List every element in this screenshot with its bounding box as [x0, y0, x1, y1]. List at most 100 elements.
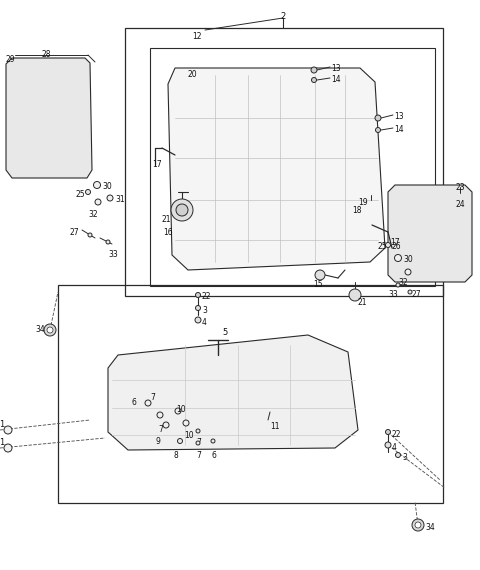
- Circle shape: [405, 269, 411, 275]
- Text: 4: 4: [392, 443, 397, 452]
- Text: 6: 6: [211, 451, 216, 460]
- Circle shape: [311, 67, 317, 73]
- Circle shape: [385, 430, 391, 434]
- Text: 14: 14: [331, 75, 341, 84]
- Bar: [363, 200, 379, 232]
- Text: 21: 21: [162, 215, 171, 224]
- Circle shape: [88, 233, 92, 237]
- Bar: [26, 95, 41, 107]
- Text: 2: 2: [280, 12, 286, 21]
- Text: 29: 29: [5, 55, 14, 64]
- Circle shape: [145, 400, 151, 406]
- Bar: [185, 74, 199, 86]
- Circle shape: [408, 290, 412, 294]
- Circle shape: [415, 522, 421, 528]
- Circle shape: [385, 442, 391, 448]
- Circle shape: [44, 324, 56, 336]
- Circle shape: [183, 420, 189, 426]
- Text: 10: 10: [184, 431, 193, 440]
- Circle shape: [195, 317, 201, 323]
- Text: 19: 19: [359, 198, 368, 207]
- Circle shape: [395, 254, 401, 262]
- Text: 32: 32: [88, 210, 97, 219]
- Text: 16: 16: [163, 228, 173, 237]
- Circle shape: [4, 426, 12, 434]
- Text: 26: 26: [392, 242, 402, 251]
- Text: 33: 33: [108, 250, 118, 259]
- Circle shape: [163, 422, 169, 428]
- Text: 23: 23: [455, 183, 465, 192]
- Circle shape: [211, 439, 215, 443]
- Polygon shape: [388, 185, 472, 282]
- Circle shape: [396, 283, 400, 287]
- Circle shape: [95, 199, 101, 205]
- Text: 7: 7: [196, 451, 201, 460]
- Text: 10: 10: [176, 405, 186, 414]
- Polygon shape: [168, 68, 385, 270]
- Text: 9: 9: [156, 437, 161, 446]
- Circle shape: [178, 438, 182, 443]
- Text: 4: 4: [202, 318, 207, 327]
- Text: 34: 34: [35, 325, 45, 334]
- Circle shape: [175, 408, 181, 414]
- Polygon shape: [108, 335, 358, 450]
- Text: 7: 7: [158, 425, 163, 434]
- Circle shape: [196, 429, 200, 433]
- Text: 1: 1: [0, 420, 5, 429]
- Text: 3: 3: [202, 306, 207, 315]
- Text: 30: 30: [102, 182, 112, 191]
- Text: 1: 1: [0, 438, 5, 447]
- Bar: [22, 90, 60, 118]
- Circle shape: [85, 189, 91, 194]
- Text: 27: 27: [412, 290, 421, 299]
- Text: 25: 25: [75, 190, 84, 199]
- Circle shape: [94, 181, 100, 189]
- Text: 3: 3: [402, 453, 407, 462]
- Circle shape: [176, 204, 188, 216]
- Text: 17: 17: [390, 238, 400, 247]
- Bar: [26, 112, 54, 120]
- Bar: [58, 285, 443, 503]
- Polygon shape: [6, 58, 92, 178]
- Circle shape: [375, 128, 381, 132]
- Text: 6: 6: [131, 398, 136, 407]
- Text: 33: 33: [388, 290, 398, 299]
- Text: 12: 12: [192, 32, 202, 41]
- Circle shape: [171, 199, 193, 221]
- Text: 11: 11: [270, 422, 279, 431]
- Bar: [402, 210, 440, 238]
- Text: 22: 22: [392, 430, 401, 439]
- Bar: [350, 208, 368, 228]
- Circle shape: [195, 306, 201, 311]
- Text: 21: 21: [358, 298, 368, 307]
- Text: 17: 17: [152, 160, 162, 169]
- Circle shape: [107, 195, 113, 201]
- Bar: [150, 48, 435, 286]
- Text: 14: 14: [394, 125, 404, 134]
- Bar: [183, 72, 201, 100]
- Text: 15: 15: [313, 280, 323, 289]
- Bar: [406, 214, 421, 226]
- Text: 24: 24: [455, 200, 465, 209]
- Text: 27: 27: [70, 228, 80, 237]
- Text: 7: 7: [196, 438, 201, 447]
- Circle shape: [412, 519, 424, 531]
- Circle shape: [396, 453, 400, 458]
- Text: 31: 31: [115, 195, 125, 204]
- Circle shape: [196, 441, 200, 445]
- Circle shape: [349, 289, 361, 301]
- Bar: [353, 212, 361, 220]
- Text: 30: 30: [403, 255, 413, 264]
- Circle shape: [106, 240, 110, 244]
- Text: 34: 34: [425, 523, 435, 532]
- Circle shape: [195, 292, 201, 298]
- Circle shape: [312, 78, 316, 83]
- Text: 13: 13: [331, 64, 341, 73]
- Circle shape: [375, 115, 381, 121]
- Text: 32: 32: [398, 278, 408, 287]
- Circle shape: [47, 327, 53, 333]
- Text: 20: 20: [188, 70, 198, 79]
- Circle shape: [315, 270, 325, 280]
- Text: 8: 8: [173, 451, 178, 460]
- Bar: [125, 28, 443, 296]
